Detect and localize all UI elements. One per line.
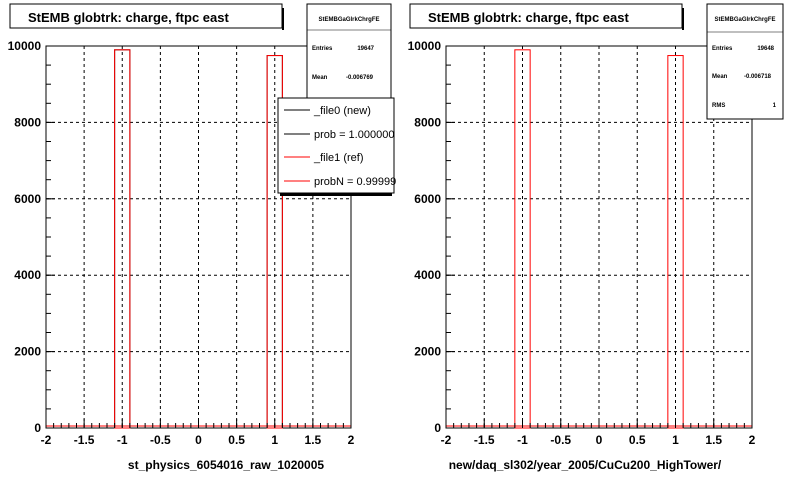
x-tick-label: -1.5 (74, 433, 95, 447)
stats-name-left: StEMBGaGlrkChrgFE (318, 17, 379, 23)
title-shadow-left (282, 8, 284, 30)
title-box-left (9, 3, 283, 29)
stats-label: Entries (312, 46, 333, 52)
grid-right (446, 45, 752, 428)
stats-value: -0.006718 (744, 74, 772, 80)
stats-value: -0.006769 (346, 75, 374, 81)
x-axis-label-left: st_physics_6054016_raw_1020005 (128, 458, 324, 472)
x-tick-label: -2 (41, 433, 52, 447)
x-tick-label: -2 (441, 433, 452, 447)
legend-entry-3: _file1 (ref) (313, 152, 364, 164)
y-tick-label: 6000 (414, 192, 441, 206)
title-shadow-right (682, 8, 684, 30)
x-tick-label: 1 (271, 433, 278, 447)
legend-entry-4: probN = 0.99999 (314, 176, 396, 188)
y-tick-label: 2000 (414, 345, 441, 359)
y-tick-label: 10000 (408, 39, 442, 53)
x-tick-label: 0 (596, 433, 603, 447)
legend-entry-2: prob = 1.000000 (314, 129, 394, 141)
x-tick-label: 2 (749, 433, 756, 447)
y-tick-label: 0 (34, 421, 41, 435)
x-ticks-left: -2 -1.5 -1 -0.5 0 0.5 1 1.5 2 (41, 419, 355, 447)
legend-entry-1: _file0 (new) (313, 105, 371, 117)
x-tick-label: 0 (195, 433, 202, 447)
x-tick-label: 0.5 (228, 433, 245, 447)
title-box-right (409, 3, 683, 29)
stats-name-right: StEMBGaGlrkChrgFE (714, 17, 775, 23)
x-tick-label: 1 (672, 433, 679, 447)
y-tick-label: 6000 (14, 192, 41, 206)
y-tick-label: 8000 (14, 115, 41, 129)
stats-box-right: StEMBGaGlrkChrgFE Entries 19648 Mean -0.… (706, 3, 784, 120)
chart-title-right: StEMB globtrk: charge, ftpc east (428, 10, 629, 25)
stats-label: Mean (712, 74, 728, 80)
panel-right: -2 -1.5 -1 -0.5 0 0.5 1 1.5 2 0 2000 4000 6000 8000 1… (408, 3, 784, 472)
x-tick-label: -1.5 (474, 433, 495, 447)
stats-label: Entries (712, 46, 733, 52)
x-ticks-right: -2 -1.5 -1 -0.5 0 0.5 1 1.5 2 (441, 419, 756, 447)
x-tick-label: -1 (117, 433, 128, 447)
stats-box-left: StEMBGaGlrkChrgFE Entries 19647 Mean -0.… (306, 3, 392, 111)
y-ticks-left: 0 2000 4000 6000 8000 10000 (8, 39, 55, 435)
y-tick-label: 2000 (14, 345, 41, 359)
x-tick-label: 1.5 (305, 433, 322, 447)
stats-label: Mean (312, 75, 328, 81)
x-tick-label: 1.5 (705, 433, 722, 447)
x-axis-label-right: new/daq_sl302/year_2005/CuCu200_HighTowe… (449, 458, 722, 472)
grid-left (46, 45, 351, 428)
x-tick-label: -0.5 (150, 433, 171, 447)
y-tick-label: 8000 (414, 115, 441, 129)
y-tick-label: 10000 (8, 39, 42, 53)
x-tick-label: -1 (517, 433, 528, 447)
y-tick-label: 4000 (14, 268, 41, 282)
stats-value: 19647 (357, 46, 374, 52)
stats-value: 19648 (757, 46, 774, 52)
y-ticks-right: 0 2000 4000 6000 8000 10000 (408, 39, 455, 435)
x-tick-label: -0.5 (550, 433, 571, 447)
y-tick-label: 0 (434, 421, 441, 435)
panel-left: -2 -1.5 -1 -0.5 0 0.5 1 1.5 2 0 2000 4000 6000 8000 1… (8, 3, 396, 472)
legend-left: _file0 (new) prob = 1.000000 _file1 (ref… (277, 97, 396, 196)
chart-title-left: StEMB globtrk: charge, ftpc east (28, 10, 229, 25)
y-tick-label: 4000 (414, 268, 441, 282)
x-tick-label: 0.5 (629, 433, 646, 447)
stats-label: RMS (712, 103, 725, 109)
x-tick-label: 2 (348, 433, 355, 447)
stats-value: 1 (773, 103, 777, 109)
